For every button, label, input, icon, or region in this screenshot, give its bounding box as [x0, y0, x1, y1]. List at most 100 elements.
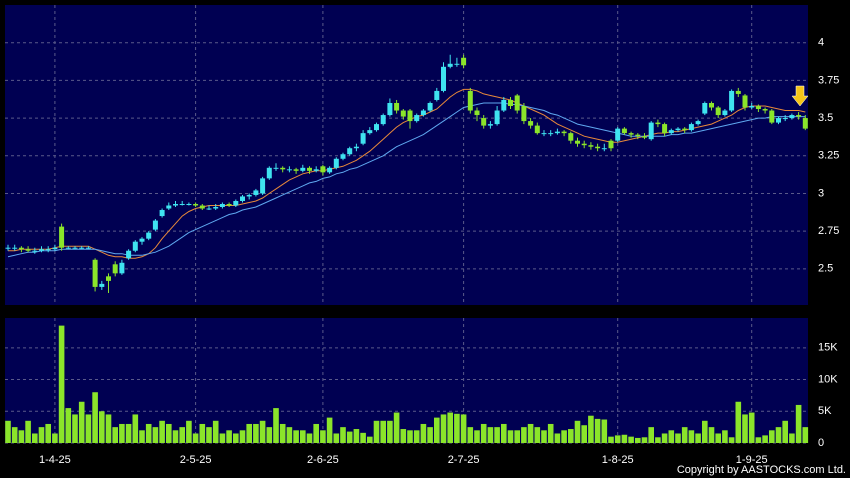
volume-bar	[748, 412, 755, 443]
volume-bar	[259, 420, 266, 443]
volume-bar	[300, 430, 306, 443]
volume-bar	[434, 417, 440, 443]
candle-body	[668, 130, 674, 134]
volume-bar	[554, 433, 561, 443]
volume-bar	[132, 414, 139, 443]
volume-bar	[186, 420, 192, 443]
volume-bar	[5, 420, 11, 443]
volume-bar	[78, 401, 85, 443]
candle-body	[112, 264, 118, 274]
volume-bar	[346, 431, 353, 443]
volume-bar	[675, 433, 681, 443]
price-panel	[5, 5, 808, 305]
candle-body	[749, 106, 755, 108]
volume-bar	[688, 430, 695, 443]
x-tick-label: 2-5-25	[180, 454, 212, 466]
candle-body	[508, 99, 513, 107]
volume-bar	[219, 433, 226, 443]
volume-bar	[514, 430, 520, 443]
volume-bar	[192, 433, 199, 443]
volume-bar	[702, 420, 708, 443]
candle-body	[313, 169, 319, 171]
volume-bar	[628, 436, 634, 443]
candle-body	[199, 205, 205, 209]
volume-bar	[18, 430, 25, 443]
volume-bar	[480, 423, 487, 443]
candle-body	[494, 110, 500, 125]
volume-bar	[635, 437, 641, 443]
volume-bar	[226, 430, 232, 443]
volume-bar	[769, 430, 775, 443]
volume-bar	[608, 436, 614, 443]
candle-body	[561, 131, 567, 134]
volume-bar	[614, 435, 621, 443]
candle-body	[534, 125, 540, 134]
candle-body	[420, 110, 426, 116]
candle-body	[126, 250, 132, 259]
candle-body	[688, 124, 694, 131]
volume-bar	[353, 429, 360, 443]
candle-body	[655, 122, 661, 125]
volume-bar	[212, 420, 219, 443]
candle-body	[481, 118, 487, 126]
candle-body	[769, 110, 775, 123]
candle-body	[99, 283, 105, 287]
candle-body	[173, 203, 178, 206]
candle-body	[434, 90, 440, 100]
volume-bar	[119, 423, 125, 443]
candle-body	[146, 232, 152, 239]
candle-body	[320, 166, 326, 173]
candle-body	[367, 130, 373, 134]
candle-body	[608, 140, 614, 149]
candle-body	[39, 249, 44, 251]
candle-body	[601, 148, 607, 150]
x-tick-label: 2-7-25	[448, 454, 480, 466]
candle-body	[132, 241, 138, 251]
volume-bar	[501, 423, 507, 443]
volume-bar	[333, 433, 340, 443]
volume-bar	[72, 414, 78, 443]
volume-bar	[206, 427, 212, 443]
volume-bar	[527, 423, 534, 443]
candle-body	[595, 146, 601, 149]
volume-bar	[621, 434, 628, 443]
volume-bar	[233, 433, 239, 443]
volume-bar	[420, 423, 427, 443]
volume-bar	[65, 408, 72, 443]
volume-bar	[641, 437, 648, 443]
volume-bar	[52, 433, 58, 443]
volume-bar	[199, 423, 206, 443]
volume-bar	[534, 427, 541, 443]
candle-body	[648, 122, 654, 140]
volume-bar	[166, 423, 172, 443]
candle-body	[333, 158, 339, 168]
volume-bar	[32, 433, 38, 443]
volume-bar	[159, 420, 165, 443]
candle-body	[280, 167, 286, 170]
volume-bar	[708, 427, 715, 443]
volume-bar	[695, 433, 701, 443]
volume-bar	[574, 420, 581, 443]
candle-body	[541, 133, 547, 135]
volume-bar	[775, 427, 782, 443]
candle-body	[514, 95, 520, 111]
volume-bar	[58, 325, 65, 443]
volume-bar	[467, 427, 474, 443]
volume-bar	[487, 427, 494, 443]
candle-body	[709, 102, 714, 108]
volume-bar	[494, 427, 500, 443]
volume-bar	[125, 423, 132, 443]
candle-body	[762, 109, 768, 111]
candle-body	[715, 107, 721, 116]
candle-body	[266, 167, 272, 179]
volume-bar	[648, 427, 654, 443]
candle-body	[782, 118, 788, 120]
y-tick-label: 4	[818, 37, 824, 49]
volume-bar	[105, 414, 112, 443]
candle-body	[327, 167, 333, 173]
volume-bar	[340, 427, 346, 443]
volume-bar	[380, 420, 386, 443]
volume-bar	[581, 425, 587, 443]
y-tick-label: 2.5	[818, 263, 833, 275]
y-tick-label: 10K	[818, 373, 838, 385]
